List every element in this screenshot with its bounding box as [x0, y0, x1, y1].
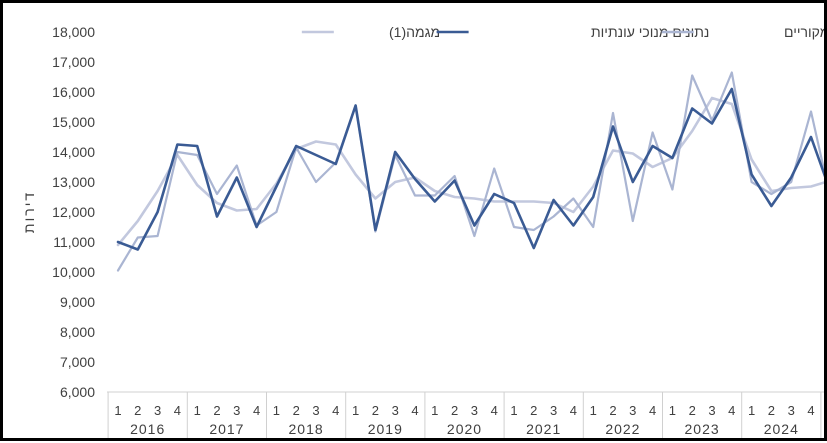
y-tick-label: 10,000 [52, 264, 95, 280]
x-tick-quarter: 2 [530, 403, 537, 418]
x-tick-quarter: 2 [451, 403, 458, 418]
x-tick-quarter: 2 [609, 403, 616, 418]
x-tick-year: 2023 [685, 421, 720, 437]
x-tick-quarter: 2 [213, 403, 220, 418]
x-tick-year: 2016 [130, 421, 165, 437]
x-tick-quarter: 4 [332, 403, 339, 418]
x-tick-quarter: 1 [352, 403, 359, 418]
x-tick-quarter: 3 [392, 403, 399, 418]
y-tick-label: 12,000 [52, 204, 95, 220]
x-tick-quarter: 4 [491, 403, 498, 418]
legend-label: מגמה(1) [389, 24, 440, 40]
y-tick-label: 7,000 [60, 354, 95, 370]
x-tick-quarter: 4 [728, 403, 735, 418]
legend-label: נתונים מנוכי עונתיות [591, 24, 709, 40]
x-tick-year: 2020 [447, 421, 482, 437]
x-tick-quarter: 3 [154, 403, 161, 418]
legend: מגמה(1) נתונים מנוכי עונתיות נתונים מקוריי… [301, 24, 827, 40]
x-tick-quarter: 2 [689, 403, 696, 418]
y-tick-label: 6,000 [60, 384, 95, 400]
x-tick-quarter: 3 [471, 403, 478, 418]
x-tick-quarter: 2 [293, 403, 300, 418]
y-axis-ticks: 6,000 7,000 8,000 9,000 10,000 11,000 12,000 13… [52, 24, 95, 400]
x-tick-year: 2019 [368, 421, 403, 437]
x-tick-quarter: 1 [669, 403, 676, 418]
x-tick-quarter: 3 [788, 403, 795, 418]
series-line [116, 87, 827, 251]
x-tick-quarter: 3 [233, 403, 240, 418]
y-tick-label: 17,000 [52, 54, 95, 70]
x-tick-quarter: 3 [629, 403, 636, 418]
y-tick-label: 15,000 [52, 114, 95, 130]
series-lines [116, 71, 827, 272]
y-tick-label: 9,000 [60, 294, 95, 310]
chart-svg: 6,0007,0008,0009,00010,00011,00012,00013… [21, 24, 827, 438]
x-tick-quarter: 1 [273, 403, 280, 418]
legend-label: נתונים מקוריים [784, 24, 824, 40]
x-tick-quarter: 4 [570, 403, 577, 418]
y-tick-label: 18,000 [52, 24, 95, 40]
x-tick-quarter: 2 [134, 403, 141, 418]
x-tick-quarter: 2 [372, 403, 379, 418]
x-tick-quarter: 4 [174, 403, 181, 418]
x-tick-quarter: 4 [253, 403, 260, 418]
y-tick-label: 14,000 [52, 144, 95, 160]
x-tick-quarter: 1 [748, 403, 755, 418]
y-tick-label: 16,000 [52, 84, 95, 100]
x-tick-quarter: 4 [649, 403, 656, 418]
x-tick-year: 2022 [605, 421, 640, 437]
x-tick-quarter: 3 [708, 403, 715, 418]
x-tick-quarter: 3 [550, 403, 557, 418]
y-axis-label: דירות [21, 191, 37, 233]
y-tick-label: 11,000 [53, 234, 95, 250]
x-tick-year: 2024 [764, 421, 799, 437]
x-tick-quarter: 4 [807, 403, 814, 418]
x-tick-quarter: 1 [590, 403, 597, 418]
y-tick-label: 13,000 [52, 174, 95, 190]
x-tick-year: 2017 [209, 421, 244, 437]
x-tick-quarter: 2 [768, 403, 775, 418]
y-tick-label: 8,000 [60, 324, 95, 340]
x-tick-year: 2018 [289, 421, 324, 437]
x-tick-year: 2021 [526, 421, 561, 437]
series-line [116, 71, 827, 272]
x-tick-quarter: 4 [411, 403, 418, 418]
x-axis: 1234123412341234123412341234123412341232… [107, 391, 824, 438]
x-tick-quarter: 3 [312, 403, 319, 418]
x-tick-quarter: 1 [510, 403, 517, 418]
x-tick-quarter: 1 [431, 403, 438, 418]
x-tick-quarter: 1 [194, 403, 201, 418]
x-tick-quarter: 1 [114, 403, 121, 418]
